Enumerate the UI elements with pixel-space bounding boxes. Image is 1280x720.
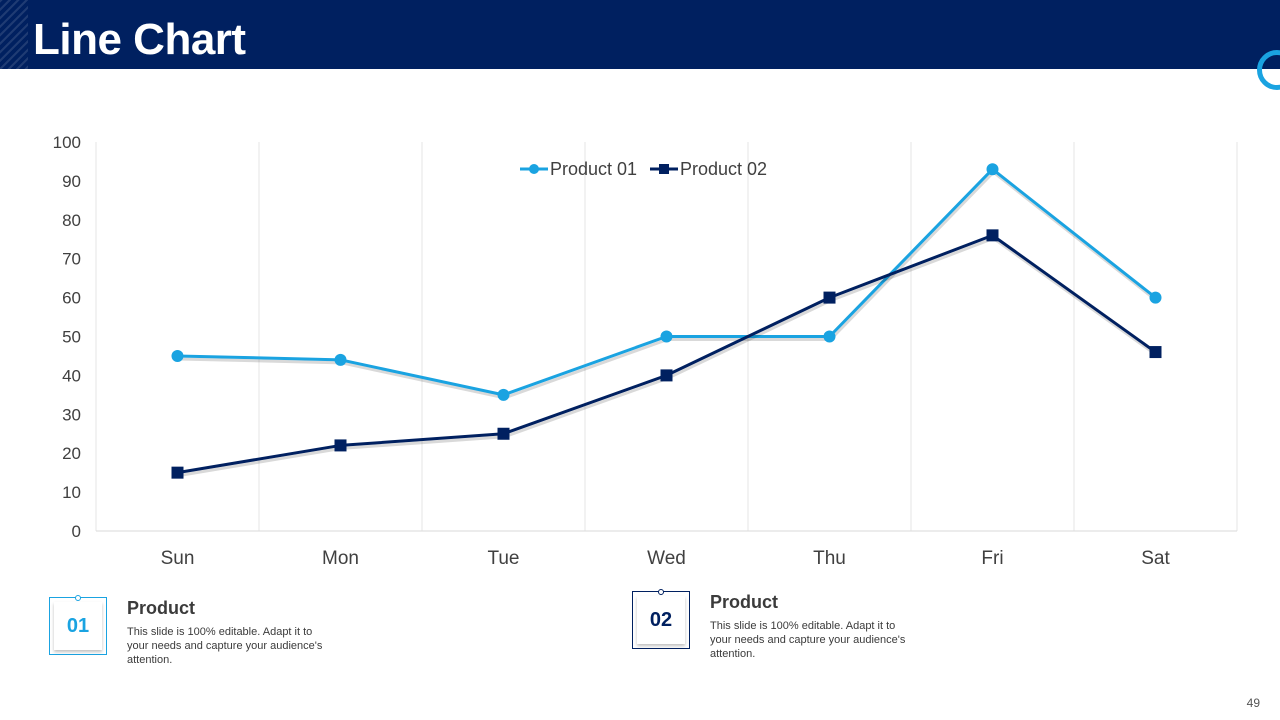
x-tick-label: Fri [981,548,1003,569]
pin-icon [658,589,664,595]
product-01-number: 01 [54,602,102,650]
series-line [177,233,1157,475]
y-tick-label: 70 [62,250,81,269]
page-number: 49 [1246,696,1260,710]
legend-label: Product 02 [680,159,767,179]
data-point [334,353,347,366]
data-point [497,427,510,440]
y-tick-label: 10 [62,483,81,502]
product-01-description: This slide is 100% editable. Adapt it to… [127,626,323,666]
product-01-badge: 01 [49,595,107,655]
y-tick-label: 50 [62,328,81,347]
y-tick-label: 90 [62,172,81,191]
legend-marker [659,164,669,174]
data-point [823,291,836,304]
y-tick-label: 80 [62,211,81,230]
series-line-shadow [178,170,1158,400]
legend-marker [529,164,539,174]
product-02-description: This slide is 100% editable. Adapt it to… [710,620,906,660]
y-tick-label: 40 [62,366,81,385]
x-tick-label: Wed [647,548,686,569]
data-point [660,369,673,382]
y-tick-label: 20 [62,444,81,463]
y-tick-label: 60 [62,289,81,308]
x-tick-label: Sun [161,548,195,569]
pin-icon [75,595,81,601]
data-point [171,466,184,479]
product-01-title: Product [127,598,196,618]
data-point [497,388,510,401]
data-point [823,330,836,343]
x-tick-label: Thu [813,548,846,569]
title-bar: Line Chart [0,0,1280,69]
legend-label: Product 01 [550,159,637,179]
x-tick-label: Mon [322,548,359,569]
data-point [986,163,999,176]
series-line-shadow [178,236,1158,478]
page-title: Line Chart [33,15,246,64]
header-stripe-decoration [0,0,28,69]
product-02-number: 02 [637,596,685,644]
data-point [1149,346,1162,359]
data-point [171,349,184,362]
product-02-title: Product [710,592,779,612]
data-point [986,229,999,242]
data-point [334,439,347,452]
data-point [660,330,673,343]
product-02-badge: 02 [632,589,690,649]
ring-decoration-icon [1257,50,1280,90]
y-tick-label: 30 [62,405,81,424]
data-point [1149,291,1162,304]
y-tick-label: 0 [72,522,81,541]
line-chart: 0 10 20 30 40 50 60 70 80 90 100 Sun Mon Tue Wed Thu Fri… [53,133,1238,569]
x-tick-label: Tue [487,548,519,569]
y-tick-label: 100 [53,133,81,152]
x-tick-label: Sat [1141,548,1170,569]
